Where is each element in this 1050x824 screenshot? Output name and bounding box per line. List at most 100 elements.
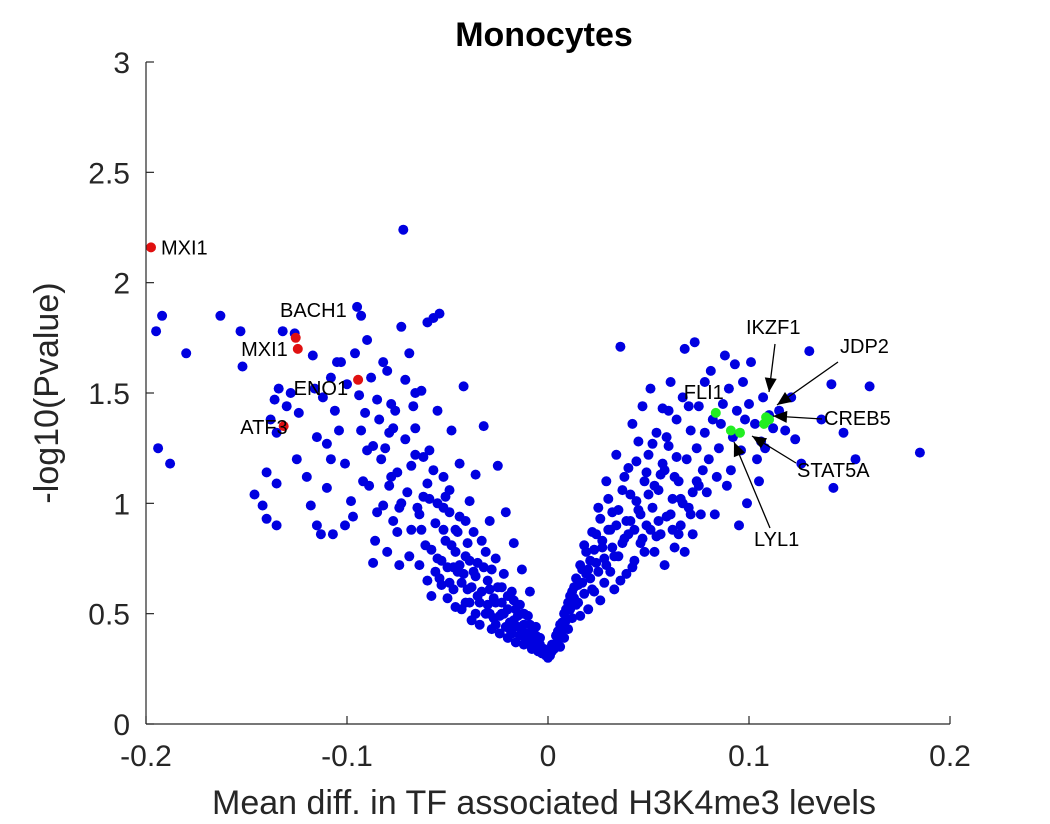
data-point-s0-144 [579,588,590,599]
y-tick-label-6: 3 [113,47,130,80]
data-point-s0-193 [677,392,688,403]
data-point-s0-330 [679,546,690,557]
annotation-arrowhead-9 [752,436,768,449]
data-point-s0-213 [723,383,734,394]
data-point-s0-325 [659,560,670,571]
data-point-s0-383 [621,516,632,526]
data-point-s0-373 [581,568,592,579]
data-point-s0-190 [671,414,682,425]
data-point-s0-322 [647,438,658,449]
data-point-s0-216 [729,359,740,370]
data-point-s0-62 [410,449,421,460]
data-point-s0-55 [396,321,407,332]
data-point-s0-376 [593,566,604,577]
data-point-s0-393 [661,432,672,443]
data-point-s0-364 [528,639,539,650]
data-point-s0-203 [697,465,708,476]
data-point-s0-227 [758,392,769,403]
data-point-s0-260 [414,560,425,571]
data-point-s1-3 [353,374,364,385]
chart-title: Monocytes [455,16,633,54]
data-point-s0-261 [418,491,429,502]
point-annotations: MXI1 BACH1 MXI1 ENO1 ATF3 FLI1 IKZF1 JDP2 CREB5 S… [161,237,891,551]
data-point-s0-429 [530,630,541,641]
data-point-s0-5 [215,310,226,321]
data-point-s0-36 [352,301,363,312]
data-point-s0-309 [595,513,606,524]
annotation-label-10: LYL1 [754,529,799,551]
data-point-s0-41 [362,335,373,345]
data-point-s0-162 [615,341,626,352]
data-point-s0-317 [627,562,638,573]
annotation-label-8: CREB5 [824,408,891,430]
data-point-s0-389 [645,524,656,535]
data-point-s0-51 [388,516,399,526]
data-point-s0-236 [804,346,815,357]
data-point-s0-56 [398,224,409,235]
data-point-s0-274 [456,604,467,615]
data-point-s0-416 [454,560,465,571]
data-point-s0-278 [468,527,479,537]
y-tick-label-0: 0 [113,709,130,742]
data-point-s0-22 [305,500,316,511]
data-point-s0-217 [731,405,742,416]
x-tick-label-4: 0.2 [929,740,971,773]
annotation-arrowhead-8 [773,410,788,423]
data-point-s0-134 [559,632,570,643]
data-point-s0-419 [470,571,481,582]
data-point-s0-174 [639,476,650,487]
data-point-s0-347 [428,465,439,476]
data-point-s0-76 [442,593,453,604]
data-point-s0-239 [828,482,839,493]
data-point-s0-151 [593,502,604,513]
data-point-s0-10 [261,513,272,524]
y-tick-label-1: 0.5 [88,599,130,632]
data-point-s0-351 [450,546,461,557]
data-point-s0-189 [669,542,680,553]
data-point-s0-250 [350,348,360,359]
annotation-arrowhead-6 [764,377,777,392]
data-point-s0-346 [422,575,433,586]
data-point-s1-4 [278,421,289,432]
y-axis-label: -log10(Pvalue) [28,282,66,503]
data-point-s0-105 [500,507,511,518]
data-point-s0-246 [291,454,302,465]
data-point-s0-247 [321,482,332,493]
data-point-s0-241 [850,454,861,465]
data-point-s0-222 [744,399,754,409]
data-point-s0-9 [257,500,268,511]
data-point-s0-258 [404,551,415,562]
data-point-s0-221 [740,414,750,425]
data-point-s0-240 [838,427,849,438]
data-point-s0-400 [311,432,322,443]
data-point-s0-168 [627,418,638,429]
data-point-s0-312 [607,542,618,553]
data-point-s0-198 [687,487,698,498]
data-point-s0-165 [621,568,632,579]
data-point-s0-428 [524,619,535,630]
data-point-s0-210 [713,443,724,454]
data-point-s0-418 [464,555,475,566]
data-point-s0-252 [372,394,383,405]
data-point-s0-257 [400,374,411,385]
x-tick-label-1: -0.1 [321,740,373,773]
data-point-s0-345 [416,524,427,535]
data-point-s0-390 [649,480,660,491]
data-point-s0-269 [442,562,453,573]
data-point-s0-109 [508,538,519,549]
data-point-s0-211 [717,399,728,409]
data-point-s0-337 [721,480,732,491]
data-point-s1-2 [292,343,303,354]
data-point-s0-425 [508,595,519,606]
annotation-label-1: BACH1 [280,300,347,322]
data-point-s0-142 [575,610,586,621]
data-point-s0-87 [464,496,475,507]
annotation-label-9: STAT5A [797,460,870,482]
data-point-s0-395 [669,471,680,482]
annotation-label-0: MXI1 [161,237,208,259]
data-point-s0-45 [372,507,383,518]
data-point-s0-113 [516,564,527,575]
data-point-s0-370 [569,582,580,593]
data-point-s0-42 [366,372,377,383]
